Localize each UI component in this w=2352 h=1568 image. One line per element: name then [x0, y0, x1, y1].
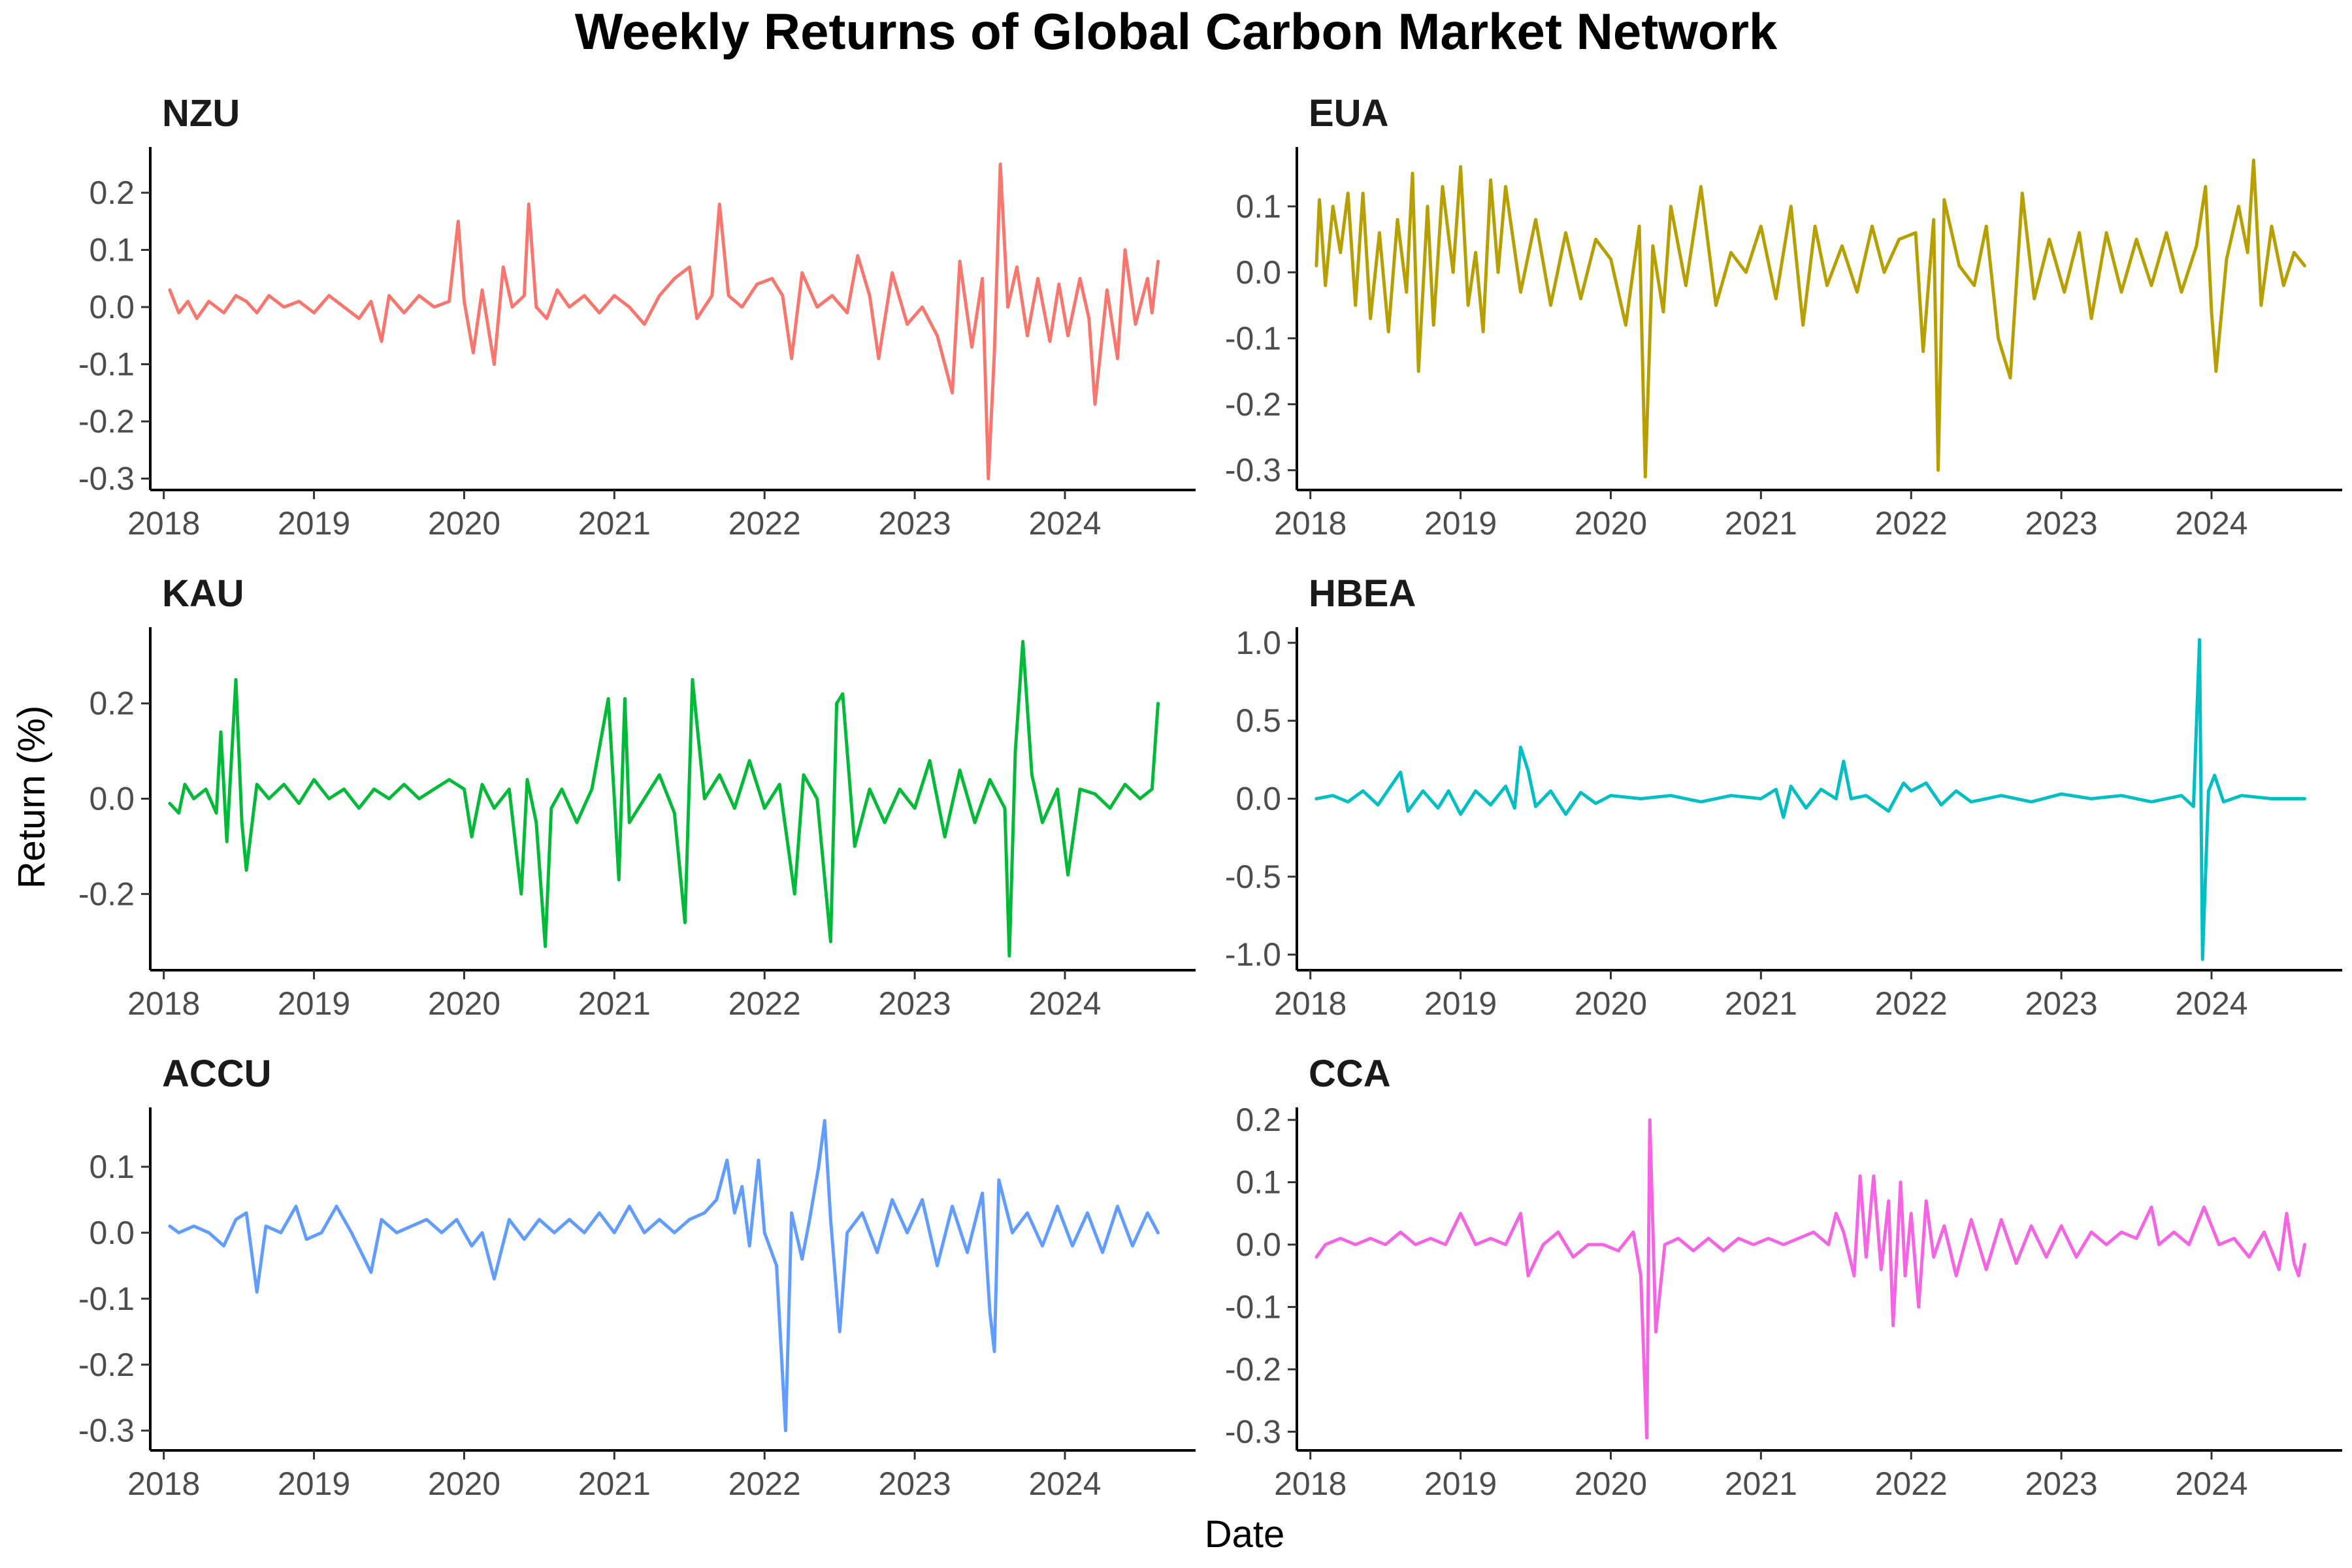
x-tick-label-hbea: 2020 [1575, 985, 1647, 1022]
x-tick-label-eua: 2023 [2025, 505, 2097, 542]
y-tick-label-nzu: 0.0 [89, 289, 135, 325]
panel-eua: EUA -0.3 -0.2 -0.1 0.0 0.1 2018 2019 2020 2021 202… [1225, 92, 2342, 542]
y-tick-label-hbea: -0.5 [1225, 858, 1281, 895]
series-line-hbea [1315, 638, 2306, 961]
y-tick-label-cca: 0.2 [1235, 1102, 1281, 1138]
x-tick-label-nzu: 2021 [578, 505, 651, 542]
x-tick-label-accu: 2024 [1028, 1465, 1101, 1502]
y-tick-label-kau: -0.2 [78, 875, 135, 912]
series-line-accu [168, 1119, 1160, 1433]
x-tick-label-accu: 2021 [578, 1465, 651, 1502]
x-tick-label-kau: 2024 [1028, 985, 1101, 1022]
y-tick-label-accu: 0.1 [89, 1149, 135, 1185]
x-tick-label-hbea: 2019 [1424, 985, 1497, 1022]
x-tick-label-nzu: 2023 [878, 505, 951, 542]
series-line-kau [168, 640, 1160, 958]
x-tick-label-eua: 2018 [1274, 505, 1347, 542]
y-tick-label-cca: -0.3 [1225, 1413, 1281, 1450]
panel-title-hbea: HBEA [1309, 572, 1416, 615]
panel-cca: CCA -0.3 -0.2 -0.1 0.0 0.1 0.2 2018 2019 2020 2021… [1225, 1053, 2342, 1502]
y-tick-label-eua: -0.1 [1225, 320, 1281, 357]
y-tick-label-kau: 0.2 [89, 685, 135, 722]
x-tick-label-cca: 2021 [1725, 1465, 1797, 1502]
x-tick-label-kau: 2019 [278, 985, 350, 1022]
panel-title-eua: EUA [1309, 92, 1388, 135]
panel-accu: ACCU -0.3 -0.2 -0.1 0.0 0.1 2018 2019 2020 2021 20… [78, 1053, 1196, 1502]
x-tick-label-hbea: 2018 [1274, 985, 1347, 1022]
x-tick-label-cca: 2018 [1274, 1465, 1347, 1502]
x-tick-label-hbea: 2023 [2025, 985, 2097, 1022]
x-tick-label-cca: 2023 [2025, 1465, 2097, 1502]
x-tick-label-accu: 2019 [278, 1465, 350, 1502]
x-tick-label-eua: 2021 [1725, 505, 1797, 542]
y-tick-label-eua: 0.1 [1235, 188, 1281, 225]
y-tick-label-eua: -0.2 [1225, 386, 1281, 423]
x-tick-label-kau: 2020 [428, 985, 500, 1022]
series-line-eua [1315, 158, 2306, 479]
panel-nzu: NZU -0.3 -0.2 -0.1 0.0 0.1 0.2 2018 2019 2020 2021… [78, 92, 1196, 542]
y-tick-label-cca: -0.1 [1225, 1288, 1281, 1325]
y-tick-label-kau: 0.0 [89, 781, 135, 817]
x-tick-label-nzu: 2024 [1028, 505, 1101, 542]
panel-kau: KAU -0.2 0.0 0.2 2018 2019 2020 2021 2022 2023 202… [78, 572, 1196, 1022]
x-tick-label-cca: 2019 [1424, 1465, 1497, 1502]
x-tick-label-cca: 2020 [1575, 1465, 1647, 1502]
y-tick-label-cca: 0.0 [1235, 1226, 1281, 1263]
x-tick-label-accu: 2023 [878, 1465, 951, 1502]
y-tick-label-hbea: 1.0 [1235, 625, 1281, 661]
x-tick-label-kau: 2021 [578, 985, 651, 1022]
y-tick-label-hbea: 0.0 [1235, 781, 1281, 817]
x-axis-title: Date [1205, 1513, 1285, 1556]
y-tick-label-accu: -0.1 [78, 1281, 135, 1317]
x-tick-label-hbea: 2021 [1725, 985, 1797, 1022]
x-tick-label-hbea: 2022 [1875, 985, 1948, 1022]
series-line-nzu [168, 162, 1160, 480]
y-axis-title: Return (%) [10, 706, 53, 889]
y-tick-label-eua: 0.0 [1235, 254, 1281, 291]
y-tick-label-cca: 0.1 [1235, 1164, 1281, 1201]
x-tick-label-eua: 2022 [1875, 505, 1948, 542]
panel-title-kau: KAU [162, 572, 244, 615]
x-tick-label-kau: 2022 [728, 985, 801, 1022]
y-tick-label-nzu: 0.2 [89, 174, 135, 211]
y-tick-label-nzu: 0.1 [89, 232, 135, 269]
x-tick-label-cca: 2024 [2175, 1465, 2247, 1502]
x-tick-label-accu: 2022 [728, 1465, 801, 1502]
y-tick-label-accu: -0.2 [78, 1347, 135, 1383]
x-tick-label-hbea: 2024 [2175, 985, 2247, 1022]
y-tick-label-nzu: -0.3 [78, 461, 135, 497]
y-tick-label-cca: -0.2 [1225, 1351, 1281, 1388]
y-tick-label-nzu: -0.1 [78, 346, 135, 383]
x-tick-label-nzu: 2022 [728, 505, 801, 542]
series-line-cca [1315, 1118, 2306, 1440]
y-tick-label-hbea: -1.0 [1225, 936, 1281, 973]
y-tick-label-accu: -0.3 [78, 1413, 135, 1449]
x-tick-label-kau: 2023 [878, 985, 951, 1022]
figure-title: Weekly Returns of Global Carbon Market N… [575, 3, 1778, 60]
panel-hbea: HBEA -1.0 -0.5 0.0 0.5 1.0 2018 2019 2020 2021 202… [1225, 572, 2342, 1022]
panel-title-accu: ACCU [162, 1053, 272, 1095]
x-tick-label-eua: 2024 [2175, 505, 2247, 542]
y-tick-label-nzu: -0.2 [78, 403, 135, 440]
x-tick-label-eua: 2020 [1575, 505, 1647, 542]
y-tick-label-hbea: 0.5 [1235, 702, 1281, 739]
y-tick-label-eua: -0.3 [1225, 452, 1281, 489]
panels: NZU -0.3 -0.2 -0.1 0.0 0.1 0.2 2018 2019 2020 2021… [78, 92, 2342, 1502]
x-tick-label-eua: 2019 [1424, 505, 1497, 542]
panel-title-cca: CCA [1309, 1053, 1391, 1095]
x-tick-label-accu: 2020 [428, 1465, 500, 1502]
x-tick-label-nzu: 2020 [428, 505, 500, 542]
y-tick-label-accu: 0.0 [89, 1215, 135, 1251]
x-tick-label-nzu: 2018 [127, 505, 200, 542]
x-tick-label-accu: 2018 [127, 1465, 200, 1502]
x-tick-label-nzu: 2019 [278, 505, 350, 542]
x-tick-label-cca: 2022 [1875, 1465, 1948, 1502]
x-tick-label-kau: 2018 [127, 985, 200, 1022]
panel-title-nzu: NZU [162, 92, 240, 135]
